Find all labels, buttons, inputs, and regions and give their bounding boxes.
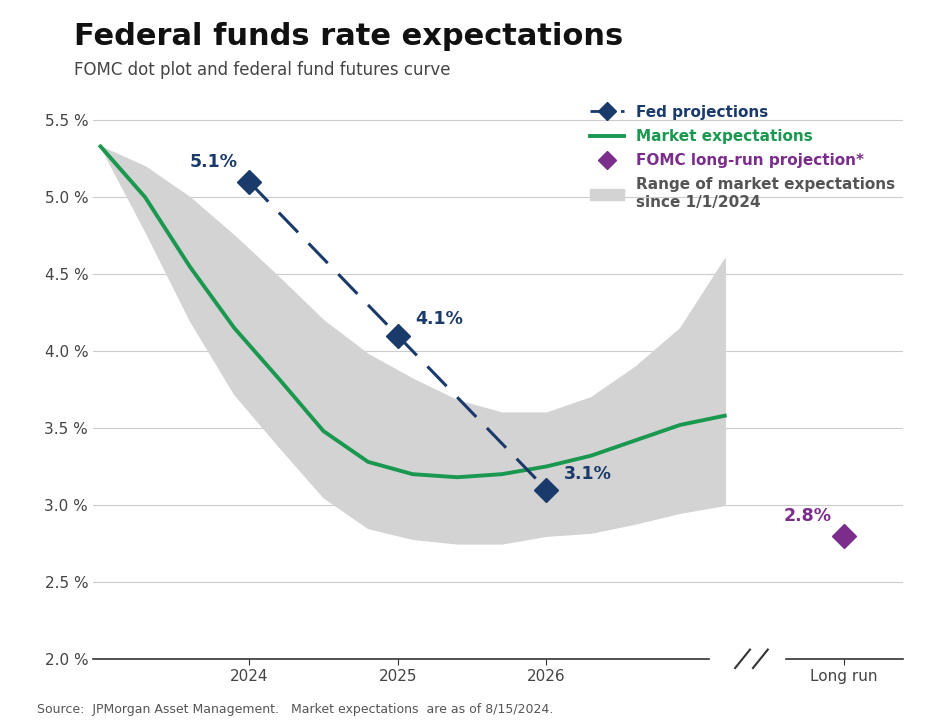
Text: 4.1%: 4.1%	[415, 310, 464, 328]
Text: Source:  JPMorgan Asset Management.   Market expectations  are as of 8/15/2024.: Source: JPMorgan Asset Management. Marke…	[37, 703, 554, 716]
Bar	[709, 656, 784, 659]
Text: 5.1%: 5.1%	[189, 153, 237, 171]
Text: Federal funds rate expectations: Federal funds rate expectations	[74, 22, 624, 50]
Text: 3.1%: 3.1%	[564, 465, 612, 483]
Text: 2.8%: 2.8%	[784, 507, 831, 525]
Legend: Fed projections, Market expectations, FOMC long-run projection*, Range of market: Fed projections, Market expectations, FO…	[590, 105, 896, 210]
Text: FOMC dot plot and federal fund futures curve: FOMC dot plot and federal fund futures c…	[74, 61, 451, 79]
